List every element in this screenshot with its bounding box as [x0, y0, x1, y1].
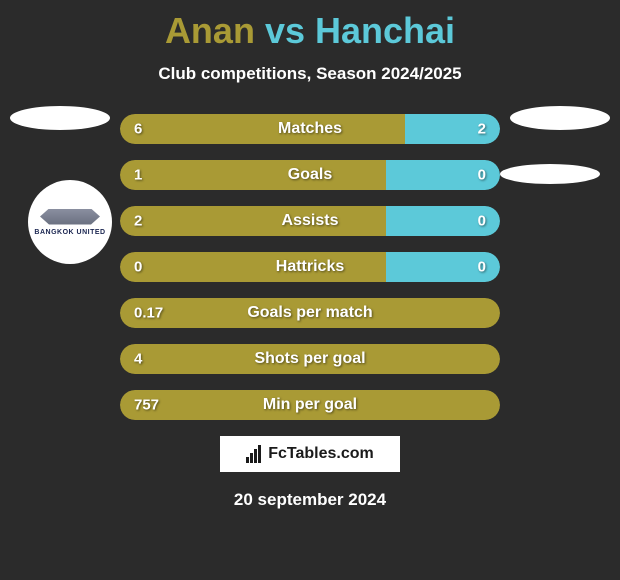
stat-value-left: 4 — [134, 351, 142, 368]
stat-value-left: 1 — [134, 167, 142, 184]
stat-label: Goals per match — [247, 304, 372, 322]
stats-area: BANGKOK UNITED 6 2 Matches 1 0 Goals 2 0 Assists… — [0, 114, 620, 420]
stat-row: 4 Shots per goal — [120, 344, 500, 374]
stat-value-left: 2 — [134, 213, 142, 230]
player1-club-badge: BANGKOK UNITED — [28, 180, 112, 264]
bar-left — [120, 206, 386, 236]
title-player1: Anan — [165, 10, 255, 51]
stat-row: 2 0 Assists — [120, 206, 500, 236]
footer-logo-text: FcTables.com — [268, 445, 374, 463]
subtitle: Club competitions, Season 2024/2025 — [0, 64, 620, 84]
stat-value-right: 0 — [478, 259, 486, 276]
club-name: BANGKOK UNITED — [34, 229, 105, 236]
stat-value-left: 0 — [134, 259, 142, 276]
chart-icon — [246, 445, 264, 463]
stat-label: Goals — [288, 166, 332, 184]
stat-label: Assists — [282, 212, 339, 230]
footer-date: 20 september 2024 — [0, 490, 620, 510]
main-container: Anan vs Hanchai Club competitions, Seaso… — [0, 0, 620, 580]
bar-left — [120, 160, 386, 190]
stat-value-left: 0.17 — [134, 305, 163, 322]
stat-label: Shots per goal — [254, 350, 365, 368]
stat-label: Min per goal — [263, 396, 357, 414]
stat-value-right: 0 — [478, 167, 486, 184]
title-player2: Hanchai — [315, 10, 455, 51]
stat-label: Hattricks — [276, 258, 344, 276]
player2-avatar — [510, 106, 610, 130]
stat-value-right: 2 — [478, 121, 486, 138]
stat-row: 0 0 Hattricks — [120, 252, 500, 282]
title-vs: vs — [265, 10, 305, 51]
stat-row: 1 0 Goals — [120, 160, 500, 190]
stat-value-left: 6 — [134, 121, 142, 138]
page-title: Anan vs Hanchai — [0, 10, 620, 52]
stat-rows: 6 2 Matches 1 0 Goals 2 0 Assists 0 0 Hattricks 0.17… — [120, 114, 500, 420]
stat-value-right: 0 — [478, 213, 486, 230]
bar-left — [120, 252, 386, 282]
stat-row: 0.17 Goals per match — [120, 298, 500, 328]
stat-row: 757 Min per goal — [120, 390, 500, 420]
bar-left — [120, 114, 405, 144]
player2-club-badge — [500, 164, 600, 184]
stat-row: 6 2 Matches — [120, 114, 500, 144]
player1-avatar — [10, 106, 110, 130]
stat-label: Matches — [278, 120, 342, 138]
footer-logo: FcTables.com — [220, 436, 400, 472]
club-wing-icon — [40, 209, 100, 225]
stat-value-left: 757 — [134, 397, 159, 414]
